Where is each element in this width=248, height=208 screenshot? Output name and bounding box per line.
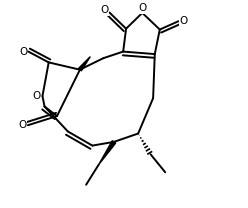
- Polygon shape: [99, 141, 116, 165]
- Text: O: O: [19, 47, 27, 57]
- Text: O: O: [32, 91, 40, 101]
- Text: O: O: [180, 16, 188, 26]
- Text: O: O: [138, 3, 146, 13]
- Text: O: O: [19, 120, 27, 130]
- Polygon shape: [78, 57, 90, 71]
- Text: O: O: [101, 5, 109, 15]
